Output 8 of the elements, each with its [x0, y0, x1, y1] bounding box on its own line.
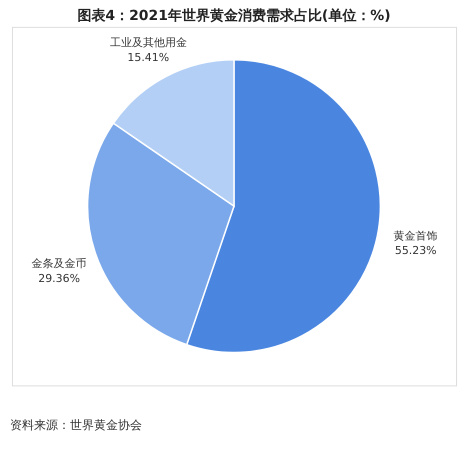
- data-label: 29.36%: [38, 272, 80, 285]
- slice-label: 黄金首饰: [394, 229, 438, 242]
- data-label: 55.23%: [394, 244, 437, 258]
- slice-label: 金条及金币: [32, 257, 87, 270]
- data-label: 15.41%: [127, 51, 170, 64]
- chart-title: 图表4：2021年世界黄金消费需求占比(单位：%): [77, 8, 391, 24]
- text: 资料来源：世界黄金协会: [10, 418, 142, 432]
- slice-label: 工业及其他用金: [110, 36, 187, 50]
